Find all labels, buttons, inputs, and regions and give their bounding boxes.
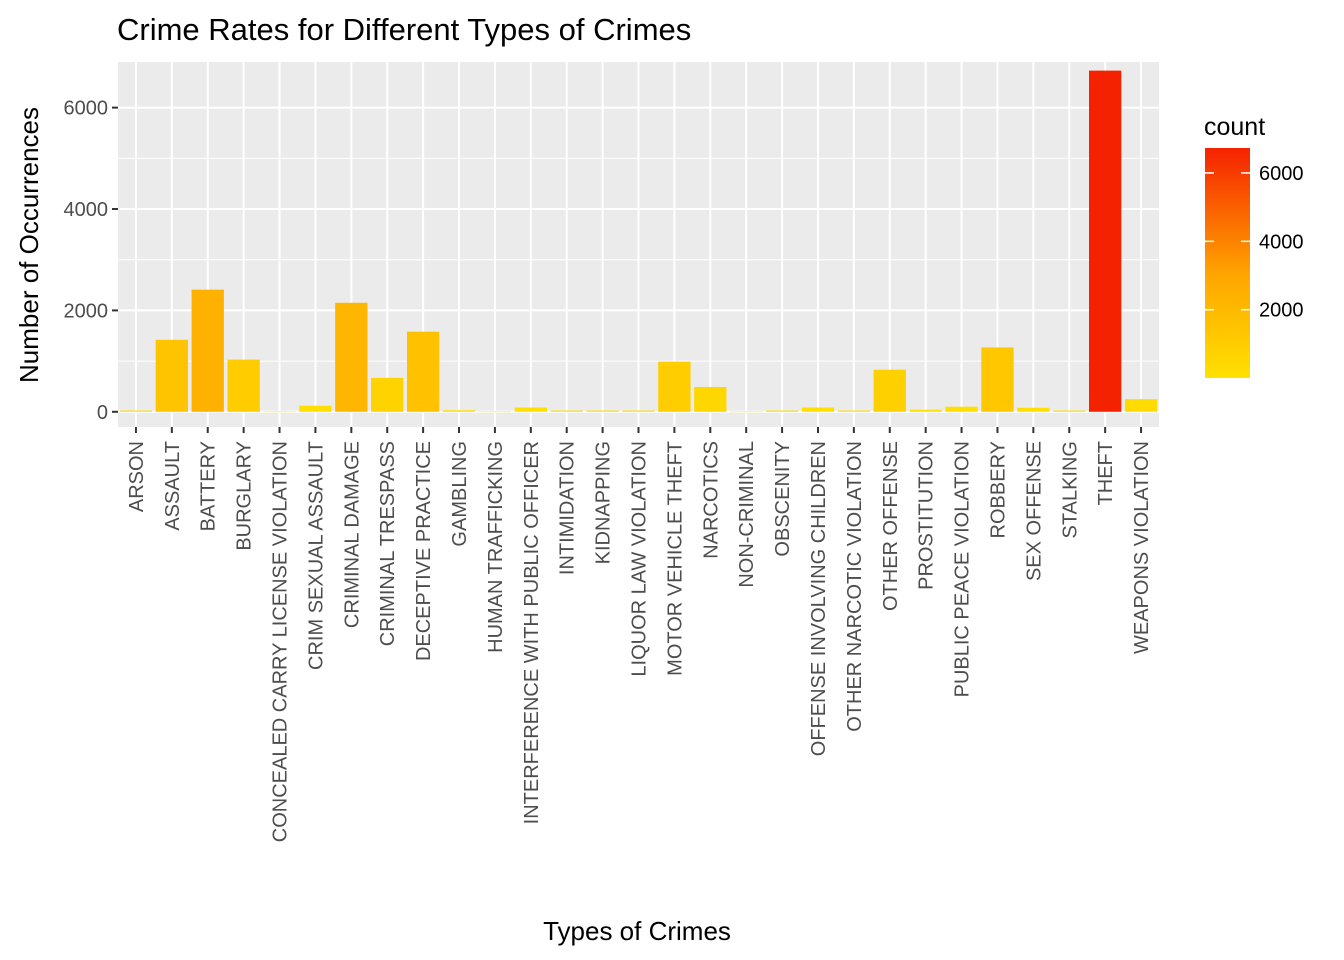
bar (658, 361, 691, 412)
plot-panel (118, 62, 1159, 427)
legend-colorbar (1205, 148, 1250, 378)
legend-tick-label: 6000 (1259, 163, 1304, 185)
bar (119, 410, 153, 412)
x-tick-label: OFFENSE INVOLVING CHILDREN (808, 441, 830, 756)
x-tick-label: PROSTITUTION (916, 441, 938, 590)
bar (299, 405, 332, 412)
bar (981, 347, 1014, 412)
legend: count 2000 4000 6000 (1204, 113, 1304, 378)
chart-title: Crime Rates for Different Types of Crime… (117, 12, 691, 47)
x-tick-label: KIDNAPPING (593, 441, 615, 564)
x-tick-label: OTHER OFFENSE (880, 441, 902, 611)
x-tick-label: CONCEALED CARRY LICENSE VIOLATION (270, 441, 292, 842)
x-tick-label: THEFT (1095, 441, 1117, 505)
x-tick-label: BURGLARY (234, 441, 256, 551)
bar (1017, 407, 1050, 412)
x-tick-label: OBSCENITY (772, 441, 794, 557)
bar (622, 410, 655, 412)
x-tick-label: SEX OFFENSE (1023, 441, 1045, 581)
bar (694, 386, 727, 412)
x-tick-label: ARSON (126, 441, 148, 512)
legend-title: count (1204, 113, 1265, 141)
bars (119, 70, 1158, 413)
x-tick-label: DECEPTIVE PRACTICE (413, 441, 435, 661)
y-tick-label: 0 (97, 402, 108, 424)
x-tick-label: CRIMINAL TRESPASS (377, 441, 399, 646)
bar (406, 331, 440, 412)
bar (1089, 70, 1122, 412)
bar (873, 369, 906, 412)
legend-ticks: 2000 4000 6000 (1205, 163, 1304, 322)
y-axis: 0 2000 4000 6000 (64, 98, 118, 424)
x-tick-label: ASSAULT (162, 441, 184, 531)
y-tick-label: 2000 (64, 300, 109, 322)
x-tick-label: OTHER NARCOTIC VIOLATION (844, 441, 866, 732)
bar (478, 411, 512, 413)
bar (371, 377, 404, 412)
x-tick-label: INTIMIDATION (557, 441, 579, 575)
x-tick-label: GAMBLING (449, 441, 471, 547)
x-tick-label: HUMAN TRAFFICKING (485, 441, 507, 653)
x-axis: ARSON ASSAULT BATTERY BURGLARY CONCEALED CAR… (126, 427, 1153, 842)
x-tick-label: PUBLIC PEACE VIOLATION (952, 441, 974, 697)
bar (191, 289, 224, 412)
legend-tick-label: 4000 (1259, 231, 1304, 253)
bar (730, 411, 763, 413)
x-tick-label: BATTERY (198, 441, 220, 531)
y-axis-title: Number of Occurrences (14, 107, 44, 383)
bar (1124, 399, 1158, 412)
bar (909, 409, 942, 412)
x-tick-label: CRIMINAL DAMAGE (341, 441, 363, 628)
y-tick-label: 6000 (64, 98, 109, 120)
bar (837, 410, 871, 412)
bar (263, 411, 296, 413)
bar (550, 410, 583, 412)
x-tick-label: NARCOTICS (700, 441, 722, 559)
x-tick-label: LIQUOR LAW VIOLATION (629, 441, 651, 677)
x-tick-label: STALKING (1059, 441, 1081, 538)
legend-tick-label: 2000 (1259, 300, 1304, 322)
bar (227, 359, 260, 412)
x-tick-label: ROBBERY (987, 441, 1009, 538)
x-axis-title: Types of Crimes (543, 916, 731, 946)
bar (442, 410, 476, 412)
x-tick-label: INTERFERENCE WITH PUBLIC OFFICER (521, 441, 543, 824)
x-tick-label: NON-CRIMINAL (736, 441, 758, 588)
bar (1053, 410, 1086, 412)
x-tick-label: WEAPONS VIOLATION (1131, 441, 1153, 654)
y-tick-label: 4000 (64, 199, 109, 221)
x-tick-label: CRIM SEXUAL ASSAULT (305, 441, 327, 670)
bar (514, 407, 547, 412)
bar (945, 406, 978, 412)
bar (801, 407, 835, 412)
x-tick-label: MOTOR VEHICLE THEFT (664, 441, 686, 676)
bar (335, 302, 368, 412)
bar (155, 339, 188, 412)
bar (586, 410, 619, 412)
bar (765, 410, 799, 412)
